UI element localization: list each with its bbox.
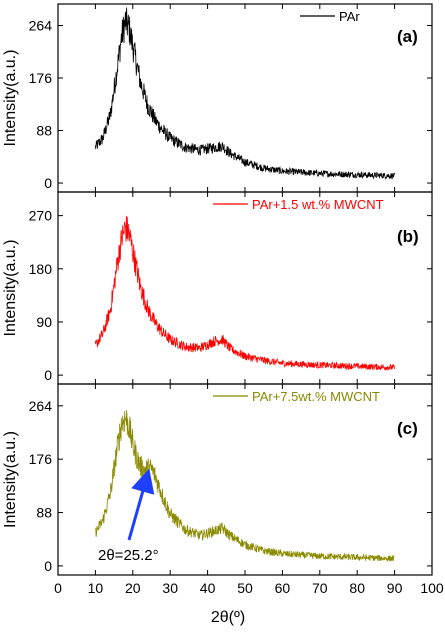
annotation-arrow [127,468,155,541]
x-tick-label: 100 [420,580,444,596]
y-tick-label: 264 [29,17,53,33]
y-axis-title: Intensity(a.u.) [2,431,19,528]
y-tick-label: 0 [44,558,52,574]
y-tick-label: 270 [29,208,53,224]
x-tick-label: 70 [312,580,328,596]
x-tick-label: 40 [200,580,216,596]
series-line [95,7,395,180]
x-tick-label: 20 [125,580,141,596]
y-tick-label: 90 [36,314,52,330]
y-tick-label: 0 [44,367,52,383]
panel-tag: (a) [397,27,418,46]
series-line [95,215,395,372]
annotation-label: 2θ=25.2° [98,547,159,564]
panel-tag: (c) [397,419,418,438]
x-tick-label: 90 [387,580,403,596]
y-tick-label: 264 [29,398,53,414]
x-tick-label: 60 [275,580,291,596]
x-tick-label: 10 [88,580,104,596]
x-tick-label: 0 [54,580,62,596]
panel-tag: (b) [397,227,419,246]
legend-label: PAr+7.5wt.% MWCNT [252,389,380,404]
x-tick-label: 30 [162,580,178,596]
panels-group: 0 88 176 264 Intensity(a.u.) PAr (a) 0 90 180 270 I… [2,3,433,576]
y-tick-label: 180 [29,261,53,277]
legend-label: PAr+1.5 wt.% MWCNT [252,197,384,212]
y-tick-label: 88 [36,123,52,139]
y-tick-label: 0 [44,175,52,191]
y-tick-label: 176 [29,70,53,86]
panel-1: 0 88 176 264 Intensity(a.u.) PAr (a) [2,3,433,193]
x-tick-label: 80 [349,580,365,596]
panel-3: 0 88 176 264 Intensity(a.u.) PAr+7.5wt.% MWCN… [2,383,433,576]
y-tick-label: 176 [29,451,53,467]
y-axis-title: Intensity(a.u.) [2,240,19,337]
y-tick-label: 88 [36,505,52,521]
legend-label: PAr [339,9,360,24]
x-axis: 0 10 20 30 40 50 60 70 80 90 100 [54,580,444,596]
series-line [95,409,395,562]
panel-2: 0 90 180 270 Intensity(a.u.) PAr+1.5 wt.% MWC… [2,191,433,385]
x-tick-label: 50 [237,580,253,596]
y-axis-title: Intensity(a.u.) [2,50,19,147]
x-axis-title: 2θ(º) [211,609,245,626]
